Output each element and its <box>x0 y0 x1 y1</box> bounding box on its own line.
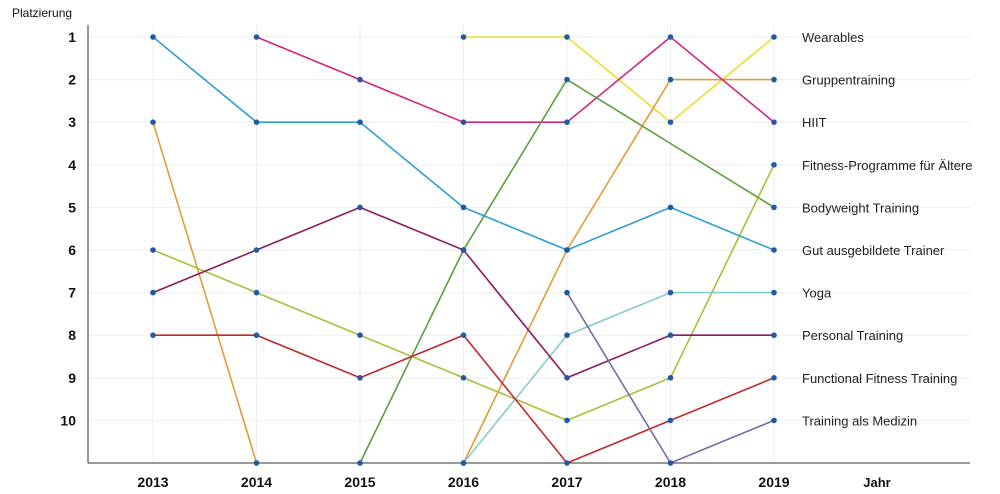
y-tick-label: 7 <box>68 285 76 301</box>
y-tick-label: 6 <box>68 242 76 258</box>
data-point <box>667 76 674 83</box>
y-tick-label: 4 <box>68 157 76 173</box>
y-axis-title: Platzierung <box>12 6 72 20</box>
series-line <box>256 35 775 123</box>
data-point <box>253 247 260 253</box>
data-point <box>357 76 363 83</box>
data-point <box>357 460 363 466</box>
data-point <box>667 460 674 466</box>
data-point <box>460 204 467 211</box>
data-point <box>460 332 467 339</box>
data-point <box>564 375 570 381</box>
data-point <box>564 289 570 296</box>
data-point <box>667 417 674 424</box>
x-tick-label: 2018 <box>655 474 686 490</box>
data-point <box>771 332 777 339</box>
data-point <box>253 119 260 125</box>
data-point <box>150 34 156 40</box>
data-point <box>253 460 260 466</box>
data-point <box>771 417 777 424</box>
series-label: Wearables <box>802 30 864 45</box>
series-label: HIIT <box>802 115 827 130</box>
data-point <box>564 460 570 466</box>
data-point <box>460 460 467 466</box>
data-point <box>357 119 363 125</box>
series-label: Fitness-Programme für Ältere <box>802 158 973 173</box>
y-tick-label: 3 <box>68 114 76 130</box>
data-point <box>150 247 156 253</box>
data-point <box>667 375 674 381</box>
y-tick-label: 9 <box>68 370 76 386</box>
data-point <box>357 332 363 339</box>
data-point <box>771 119 777 125</box>
series-label: Training als Medizin <box>802 413 917 428</box>
x-tick-label: 2017 <box>551 474 582 490</box>
y-tick-label: 10 <box>60 412 76 428</box>
x-tick-label: 2014 <box>241 474 272 490</box>
data-point <box>771 375 777 381</box>
data-point <box>564 417 570 424</box>
data-point <box>253 332 260 339</box>
y-tick-label: 2 <box>68 72 76 88</box>
data-point <box>564 76 570 83</box>
data-point <box>357 375 363 381</box>
data-point <box>564 119 570 125</box>
data-point <box>771 34 777 40</box>
data-point <box>771 289 777 296</box>
y-tick-label: 5 <box>68 199 76 215</box>
x-tick-label: 2013 <box>137 474 168 490</box>
series-label: Functional Fitness Training <box>802 371 957 386</box>
y-tick-label: 1 <box>68 29 76 45</box>
data-point <box>667 289 674 296</box>
axes: 1 2 3 4 5 6 7 8 9 10 2013 2014 2015 2016 2017 2018 2019 <box>60 25 970 490</box>
data-point <box>771 162 777 168</box>
y-tick-label: 8 <box>68 327 76 343</box>
series-label: Yoga <box>802 286 832 301</box>
grid-lines <box>88 25 970 463</box>
data-point <box>253 289 260 296</box>
x-tick-label: 2015 <box>344 474 375 490</box>
data-point <box>771 76 777 83</box>
data-point <box>564 247 570 253</box>
data-point <box>150 119 156 125</box>
data-point <box>667 34 674 40</box>
data-points <box>150 34 777 466</box>
data-point <box>460 119 467 125</box>
x-axis-title: Jahr <box>863 475 890 490</box>
data-point <box>667 204 674 211</box>
data-point <box>460 375 467 381</box>
data-point <box>357 204 363 211</box>
series-label: Bodyweight Training <box>802 200 919 215</box>
data-point <box>460 247 467 253</box>
data-point <box>771 247 777 253</box>
data-point <box>150 332 156 339</box>
series-label: Gruppentraining <box>802 73 895 88</box>
data-point <box>564 34 570 40</box>
x-tick-label: 2019 <box>758 474 789 490</box>
series-label: Personal Training <box>802 328 903 343</box>
data-point <box>150 289 156 296</box>
data-point <box>460 34 467 40</box>
legend-labels: Wearables Gruppentraining HIIT Fitness-Prog… <box>802 30 973 428</box>
data-point <box>667 119 674 125</box>
data-point <box>564 332 570 339</box>
data-point <box>667 332 674 339</box>
series-label: Gut ausgebildete Trainer <box>802 243 945 258</box>
x-tick-label: 2016 <box>448 474 479 490</box>
series-line <box>152 121 258 464</box>
data-point <box>253 34 260 40</box>
data-point <box>771 204 777 211</box>
